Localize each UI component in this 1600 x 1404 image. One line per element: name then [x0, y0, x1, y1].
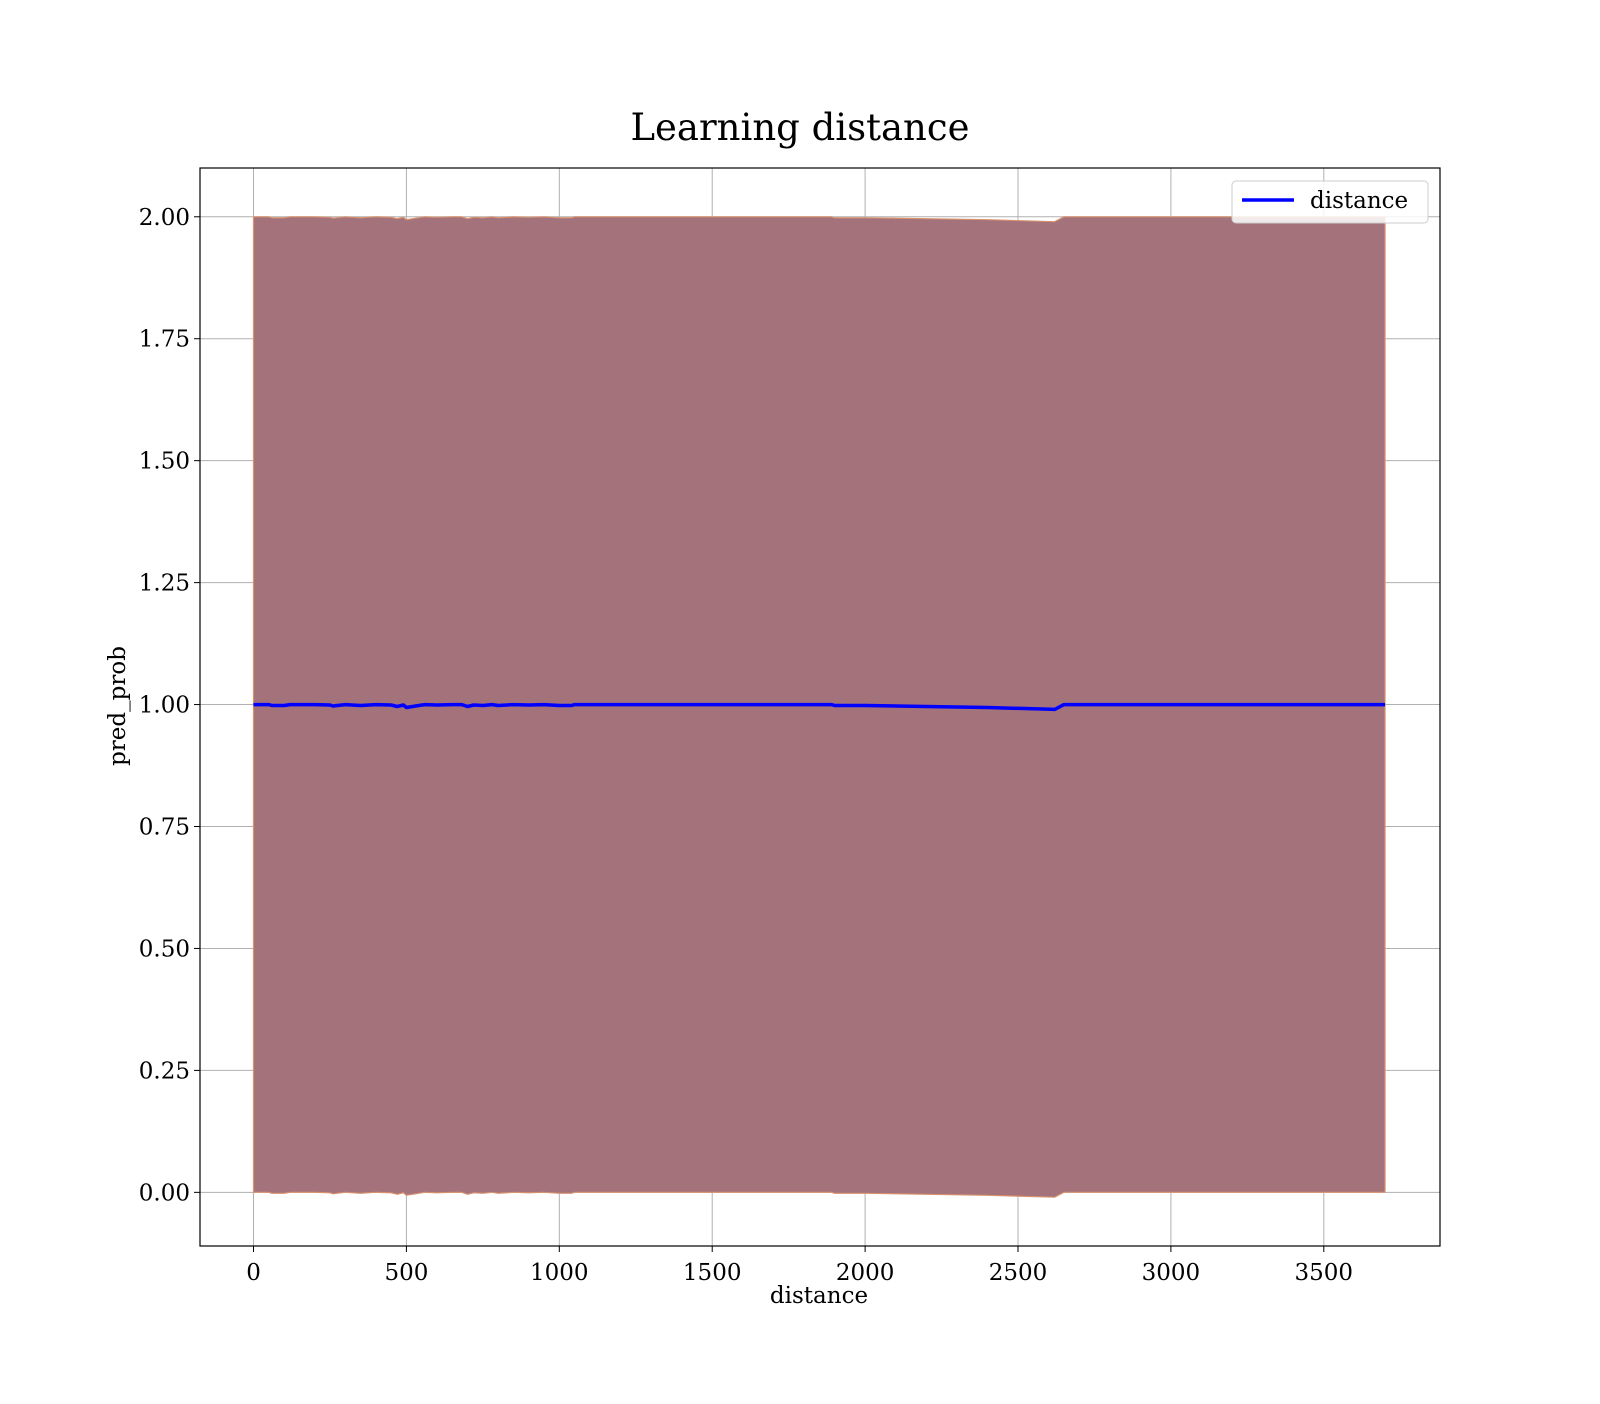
- confidence-band: [252, 216, 1386, 1198]
- confidence-band-area: [252, 216, 1386, 1198]
- y-tick-label: 1.75: [139, 327, 190, 353]
- chart-title: Learning distance: [630, 106, 969, 149]
- x-tick-label: 500: [384, 1260, 428, 1286]
- x-tick-label: 1000: [530, 1260, 589, 1286]
- y-tick-label: 2.00: [139, 205, 190, 231]
- legend-box: [1231, 180, 1429, 224]
- plot-frame: [199, 167, 1441, 1247]
- y-axis-ticks: 0.00 0.25 0.50 0.75 1.00 1.25 1.50 1.75 2.00: [139, 205, 200, 1206]
- y-tick-label: 0.75: [139, 815, 190, 841]
- y-tick-label: 1.50: [139, 449, 190, 475]
- legend: distance: [1231, 180, 1429, 224]
- y-tick-label: 0.50: [139, 936, 190, 962]
- y-tick-label: 0.00: [139, 1180, 190, 1206]
- y-tick-label: 0.25: [139, 1058, 190, 1084]
- y-axis-label: pred_prob: [105, 646, 131, 766]
- x-tick-label: 1500: [683, 1260, 742, 1286]
- x-tick-label: 3000: [1142, 1260, 1201, 1286]
- series-line-distance: [253, 702, 1385, 712]
- x-axis-label: distance: [770, 1283, 868, 1309]
- x-tick-label: 2000: [836, 1260, 895, 1286]
- y-tick-label: 1.00: [139, 693, 190, 719]
- x-tick-label: 2500: [989, 1260, 1048, 1286]
- series-lines: [253, 702, 1385, 712]
- x-tick-label: 3500: [1295, 1260, 1354, 1286]
- x-axis-ticks: 0 500 1000 1500 2000 2500 3000 3500: [246, 1246, 1353, 1286]
- x-tick-label: 0: [246, 1260, 261, 1286]
- legend-label: distance: [1310, 188, 1408, 214]
- y-tick-label: 1.25: [139, 571, 190, 597]
